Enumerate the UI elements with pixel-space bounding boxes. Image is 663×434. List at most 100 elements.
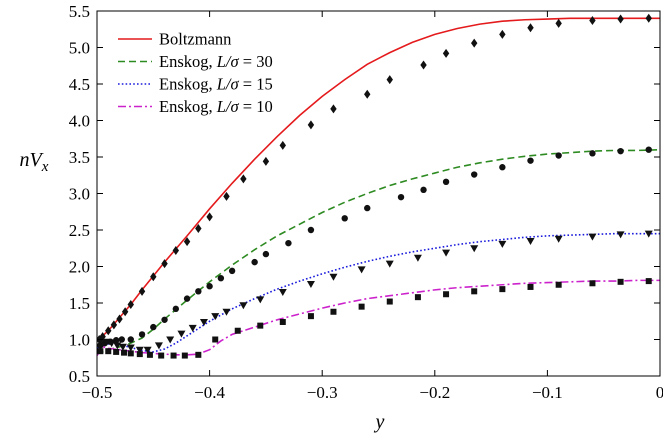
data-point — [150, 323, 157, 331]
data-point — [617, 14, 624, 24]
data-point — [386, 75, 393, 85]
data-point — [158, 352, 165, 359]
data-point — [554, 235, 563, 243]
data-point — [118, 343, 127, 351]
data-point — [306, 281, 315, 289]
data-point — [341, 215, 348, 222]
data-point — [217, 274, 225, 282]
y-tick-label: 0.5 — [69, 367, 90, 386]
data-point — [617, 147, 624, 155]
data-point — [161, 259, 168, 269]
data-point — [195, 224, 202, 234]
data-point — [223, 191, 230, 201]
data-point — [555, 152, 562, 159]
data-point — [307, 120, 315, 130]
data-point — [285, 239, 292, 247]
legend-label: Enskog, L/σ = 30 — [159, 52, 273, 71]
data-point — [135, 346, 144, 354]
data-point — [146, 351, 153, 358]
data-point — [386, 298, 393, 305]
data-point — [240, 174, 247, 184]
data-point — [138, 331, 146, 338]
data-point — [307, 313, 314, 320]
data-point — [397, 193, 405, 201]
data-point — [617, 278, 624, 285]
data-point — [498, 240, 507, 248]
data-point — [616, 231, 625, 239]
data-point — [177, 330, 186, 338]
y-tick-label: 5.5 — [69, 2, 90, 21]
data-point — [330, 104, 337, 114]
data-point — [589, 280, 596, 287]
data-point — [143, 346, 152, 354]
data-point — [413, 254, 422, 262]
legend-label: Enskog, L/σ = 15 — [159, 75, 273, 94]
y-tick-label: 3.0 — [69, 185, 90, 204]
data-point — [499, 29, 506, 39]
y-tick-label: 1.0 — [69, 331, 90, 350]
legend: Boltzmann Enskog, L/σ = 30 Enskog, L/σ = 1… — [118, 30, 273, 116]
data-point — [127, 350, 134, 357]
data-point — [555, 281, 562, 288]
data-point — [470, 245, 479, 253]
data-point — [588, 233, 597, 241]
data-point — [121, 349, 128, 356]
data-point — [183, 295, 191, 302]
data-point — [357, 266, 366, 274]
data-point — [172, 305, 180, 313]
data-point — [195, 288, 202, 295]
x-tick-label: −0.3 — [307, 383, 338, 402]
data-point — [442, 48, 450, 58]
data-point — [262, 250, 270, 258]
data-point — [527, 23, 534, 33]
data-point — [364, 204, 371, 212]
series-line — [97, 17, 660, 342]
x-tick-label: −0.1 — [532, 383, 563, 402]
data-point — [212, 336, 219, 343]
data-point — [199, 318, 208, 326]
data-point — [443, 291, 450, 298]
data-point — [330, 308, 337, 315]
series-line — [97, 148, 660, 355]
data-point — [126, 344, 135, 352]
data-point — [329, 273, 338, 281]
data-point — [526, 237, 535, 245]
data-point — [420, 186, 427, 194]
data-point — [127, 336, 134, 343]
data-point — [138, 286, 146, 296]
y-tick-label: 2.5 — [69, 221, 90, 240]
data-point — [206, 283, 213, 290]
plot-area — [97, 13, 660, 359]
data-point — [256, 296, 265, 304]
x-tick-label: −0.4 — [194, 383, 225, 402]
data-point — [499, 164, 506, 171]
data-point — [589, 15, 596, 25]
data-point — [127, 299, 134, 309]
data-point — [118, 336, 125, 343]
x-tick-label: −0.2 — [419, 383, 450, 402]
data-point — [471, 288, 478, 295]
data-point — [645, 146, 652, 153]
data-point — [364, 89, 371, 99]
data-point — [121, 307, 129, 317]
data-point — [170, 352, 177, 359]
data-point — [211, 313, 220, 321]
y-tick-label: 4.0 — [69, 112, 90, 131]
data-point — [172, 245, 180, 255]
data-point — [499, 286, 506, 293]
data-point — [206, 212, 213, 222]
data-point — [589, 150, 596, 157]
data-point — [183, 237, 191, 247]
data-point — [442, 249, 451, 257]
data-point — [471, 171, 478, 178]
y-tick-label: 1.5 — [69, 294, 90, 313]
data-point — [181, 352, 188, 359]
legend-label: Boltzmann — [159, 30, 231, 49]
x-axis-label: y — [374, 411, 385, 433]
y-tick-label: 5.0 — [69, 39, 90, 58]
data-point — [188, 324, 197, 332]
axes: −0.5 −0.4 −0.3 −0.2 −0.1 0 0.5 1.0 1.5 2.0 2.5 3.0 3… — [69, 2, 663, 402]
y-tick-label: 2.0 — [69, 258, 90, 277]
data-point — [107, 340, 116, 348]
